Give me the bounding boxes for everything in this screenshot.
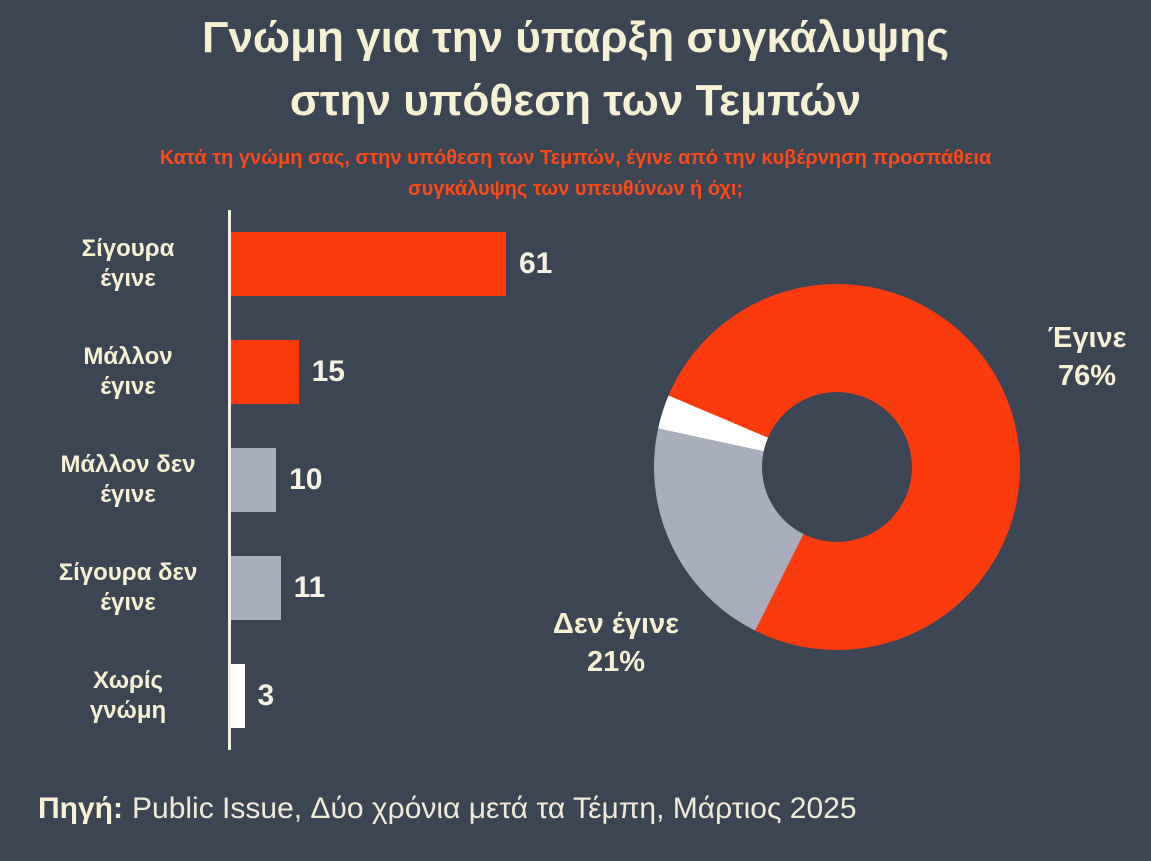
bar-value-label: 10 — [289, 463, 323, 496]
bar — [231, 232, 506, 296]
donut-label-egine: Έγινε 76% — [1047, 322, 1127, 392]
donut-ring — [654, 284, 1020, 650]
bar-track: 10 — [228, 426, 322, 534]
chart-title-line-2: στην υπόθεση των Τεμπών — [289, 76, 862, 126]
donut-chart — [654, 284, 1020, 650]
bar-chart: Σίγουρα έγινε 61 Μάλλον έγινε 15 Μάλλον δεν … — [42, 210, 552, 750]
donut-hole — [762, 392, 912, 542]
source-text: Public Issue, Δύο χρόνια μετά τα Τέμπη, … — [132, 792, 857, 825]
donut-label-den-egine: Δεν έγινε 21% — [553, 608, 679, 678]
bar-category-label: Μάλλον έγινε — [83, 343, 173, 400]
bar-track: 61 — [228, 210, 552, 318]
chart-title: Γνώμη για την ύπαρξη συγκάλυψης στην υπό… — [0, 0, 1151, 133]
bar-value-label: 11 — [293, 571, 326, 604]
bar-row: Χωρίς γνώμη 3 — [42, 642, 552, 750]
bar-value-label: 61 — [519, 247, 553, 280]
bar-row: Μάλλον έγινε 15 — [42, 318, 552, 426]
bar — [231, 448, 277, 512]
bar-track: 15 — [228, 318, 345, 426]
bar-value-label: 3 — [257, 679, 275, 712]
bar-track: 3 — [228, 642, 274, 750]
source-note: Πηγή: Public Issue, Δύο χρόνια μετά τα Τέ… — [38, 792, 857, 826]
bar — [231, 340, 299, 404]
bar-row: Μάλλον δεν έγινε 10 — [42, 426, 552, 534]
chart-subtitle-line-1: Κατά τη γνώμη σας, στην υπόθεση των Τεμπ… — [159, 146, 992, 169]
chart-subtitle-line-2: συγκάλυψης των υπευθύνων ή όχι; — [407, 177, 744, 200]
bar-track: 11 — [228, 534, 325, 642]
bar — [231, 556, 281, 620]
bar-row: Σίγουρα δεν έγινε 11 — [42, 534, 552, 642]
bar-value-label: 15 — [311, 355, 345, 388]
bar-row: Σίγουρα έγινε 61 — [42, 210, 552, 318]
bar — [231, 664, 245, 728]
chart-subtitle: Κατά τη γνώμη σας, στην υπόθεση των Τεμπ… — [0, 143, 1151, 205]
bar-category-label: Σίγουρα δεν έγινε — [58, 559, 198, 616]
chart-title-line-1: Γνώμη για την ύπαρξη συγκάλυψης — [202, 13, 949, 62]
bar-category-label: Σίγουρα έγινε — [81, 235, 175, 292]
bar-category-label: Χωρίς γνώμη — [89, 667, 167, 724]
source-label: Πηγή: — [38, 792, 123, 825]
bar-category-label: Μάλλον δεν έγινε — [60, 451, 196, 508]
